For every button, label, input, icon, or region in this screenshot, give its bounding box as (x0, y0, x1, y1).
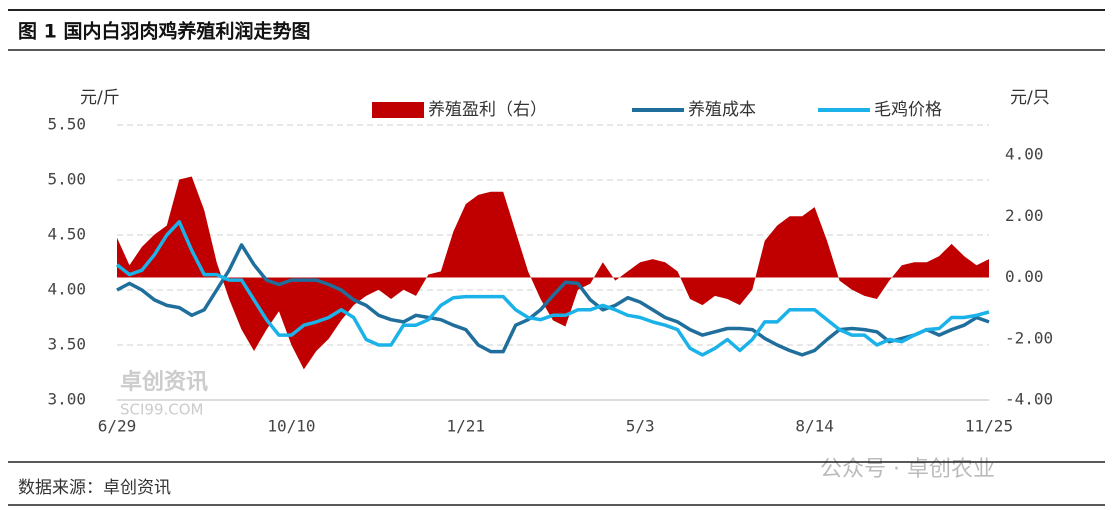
y2-tick-label: 4.00 (1005, 145, 1044, 164)
figure-title: 图 1 国内白羽肉鸡养殖利润走势图 (18, 20, 310, 43)
legend-label: 毛鸡价格 (874, 100, 942, 120)
y2-tick-label: 0.00 (1005, 267, 1044, 286)
profit-area (117, 176, 989, 370)
y-tick-label: 4.00 (47, 280, 86, 299)
y2-tick-label: 2.00 (1005, 206, 1044, 225)
y-tick-label: 3.00 (47, 390, 86, 409)
legend-label: 养殖成本 (688, 100, 756, 120)
legend-label: 养殖盈利（右） (428, 100, 547, 120)
y-tick-label: 4.50 (47, 225, 86, 244)
series-line (116, 243, 990, 357)
source: 数据来源：卓创资讯 (18, 478, 171, 498)
x-tick-label: 8/14 (795, 417, 834, 436)
x-tick-label: 6/29 (98, 417, 137, 436)
x-tick-label: 5/3 (626, 417, 655, 436)
x-tick-label: 10/10 (267, 417, 315, 436)
y2-tick-label: -4.00 (1005, 390, 1053, 409)
y-tick-label: 5.50 (47, 115, 86, 134)
legend-swatch (372, 102, 424, 118)
series-line (115, 220, 990, 357)
watermark: SCI99.COM (120, 401, 204, 419)
y-tick-label: 3.50 (47, 335, 86, 354)
x-tick-label: 1/21 (447, 417, 486, 436)
y-axis-unit: 元/斤 (80, 88, 120, 108)
watermark: 卓创资讯 (120, 370, 208, 395)
y-tick-label: 5.00 (47, 170, 86, 189)
x-tick-label: 11/25 (965, 417, 1013, 436)
y2-tick-label: -2.00 (1005, 328, 1053, 347)
watermark: 公众号 · 卓创农业 (820, 457, 995, 482)
y2-axis-unit: 元/只 (1010, 88, 1050, 108)
